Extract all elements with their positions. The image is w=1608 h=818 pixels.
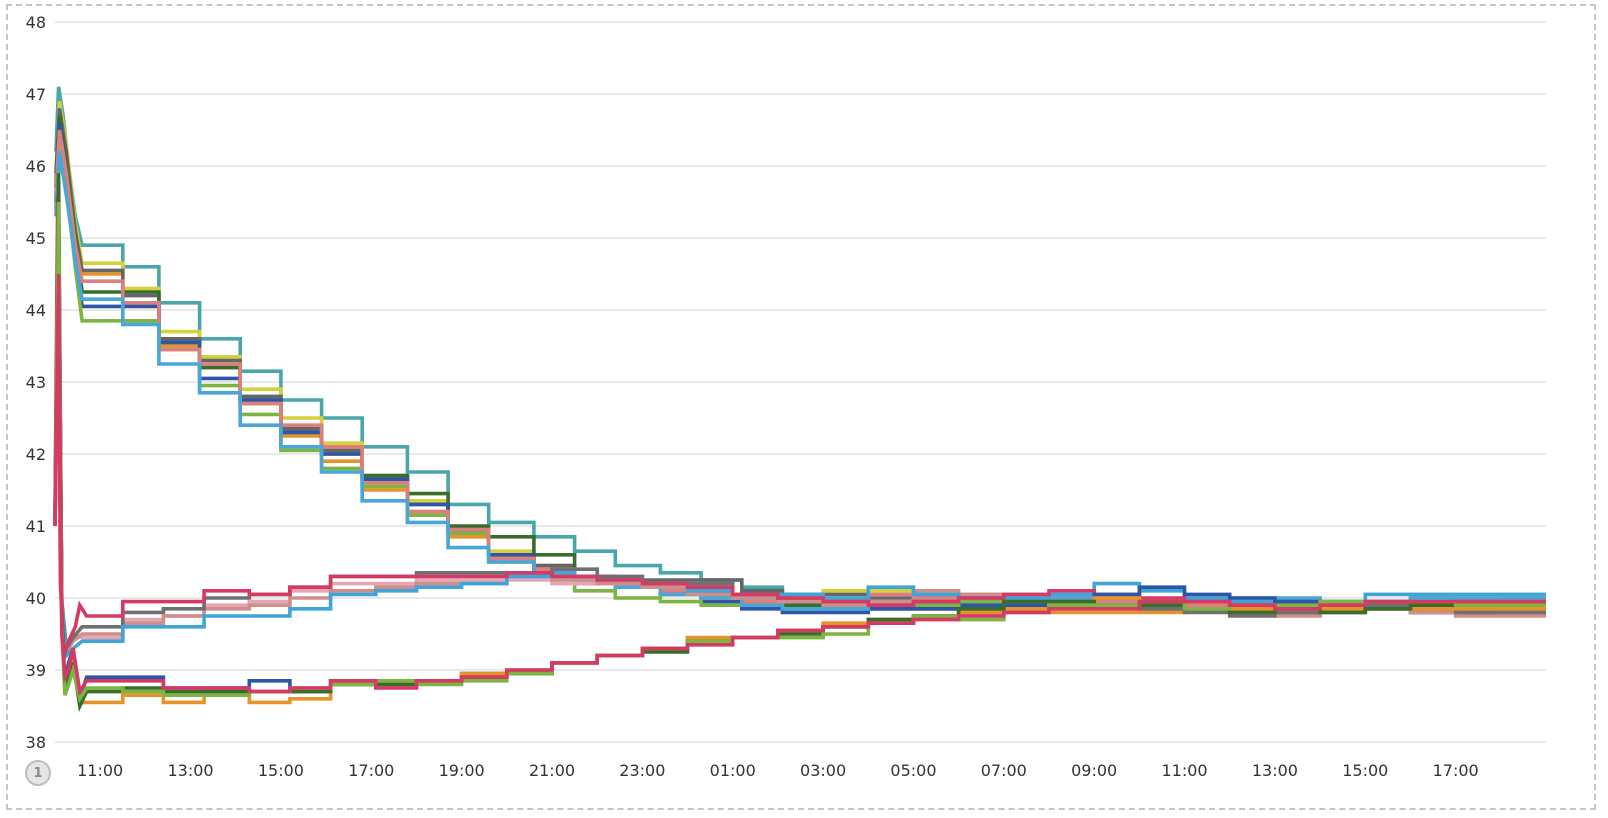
x-tick-label: 23:00 <box>619 761 665 780</box>
panel-number-badge[interactable]: 1 <box>25 760 51 786</box>
series-line-19[interactable] <box>53 273 1546 697</box>
x-tick-label: 05:00 <box>890 761 936 780</box>
series-line-2[interactable] <box>54 100 1546 607</box>
series-line-4[interactable] <box>54 108 1546 611</box>
y-tick-label: 44 <box>26 301 46 320</box>
x-tick-label: 01:00 <box>710 761 756 780</box>
series-line-18[interactable] <box>53 201 1546 704</box>
x-tick-label: 21:00 <box>529 761 575 780</box>
x-tick-label: 13:00 <box>1252 761 1298 780</box>
y-tick-label: 41 <box>26 517 46 536</box>
y-tick-label: 46 <box>26 157 46 176</box>
x-tick-label: 19:00 <box>439 761 485 780</box>
x-tick-label: 17:00 <box>1433 761 1479 780</box>
y-tick-label: 40 <box>26 589 46 608</box>
series-line-9[interactable] <box>54 151 1546 611</box>
y-tick-label: 47 <box>26 85 46 104</box>
y-tick-label: 42 <box>26 445 46 464</box>
x-tick-label: 11:00 <box>77 761 123 780</box>
series-line-11[interactable] <box>53 237 1546 658</box>
series-line-12[interactable] <box>53 230 1546 654</box>
x-axis-ticks: 11:00 13:00 15:00 17:00 19:00 21:00 23:00 01:00… <box>77 761 1479 780</box>
x-tick-label: 09:00 <box>1071 761 1117 780</box>
x-tick-label: 11:00 <box>1161 761 1207 780</box>
series-line-1[interactable] <box>54 86 1546 611</box>
x-tick-label: 17:00 <box>348 761 394 780</box>
x-tick-label: 03:00 <box>800 761 846 780</box>
series-line-15[interactable] <box>53 216 1546 700</box>
x-tick-label: 15:00 <box>258 761 304 780</box>
series-line-10[interactable] <box>53 223 1546 656</box>
chart-panel: 38 39 40 41 42 43 44 45 46 47 48 11:00 13:00 15:00 17… <box>6 4 1596 810</box>
series-line-5[interactable] <box>54 115 1546 615</box>
y-tick-label: 48 <box>26 13 46 32</box>
y-tick-label: 45 <box>26 229 46 248</box>
x-tick-label: 07:00 <box>981 761 1027 780</box>
y-tick-label: 38 <box>26 733 46 752</box>
chart-plot: 38 39 40 41 42 43 44 45 46 47 48 11:00 13:00 15:00 17… <box>26 13 1546 780</box>
x-tick-label: 13:00 <box>167 761 213 780</box>
series-line-6[interactable] <box>54 122 1546 615</box>
y-tick-label: 39 <box>26 661 46 680</box>
series-layer <box>53 86 1546 713</box>
x-tick-label: 15:00 <box>1342 761 1388 780</box>
y-axis-ticks: 38 39 40 41 42 43 44 45 46 47 48 <box>26 13 46 752</box>
y-tick-label: 43 <box>26 373 46 392</box>
series-line-17[interactable] <box>53 173 1546 713</box>
